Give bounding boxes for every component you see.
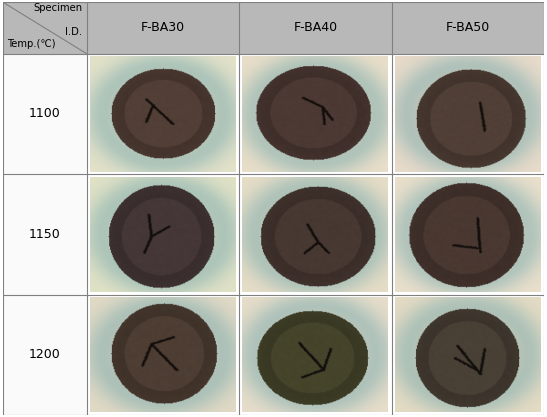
Text: F-BA30: F-BA30	[141, 21, 185, 34]
Text: Temp.(℃): Temp.(℃)	[7, 39, 56, 49]
Text: 1200: 1200	[29, 348, 61, 361]
Text: F-BA40: F-BA40	[293, 21, 337, 34]
Text: Specimen: Specimen	[33, 3, 83, 13]
Text: F-BA50: F-BA50	[446, 21, 490, 34]
Bar	[3, 2, 544, 54]
Text: 1100: 1100	[29, 108, 61, 121]
Text: 1150: 1150	[29, 228, 61, 241]
Text: I.D.: I.D.	[65, 27, 83, 37]
Bar	[3, 54, 86, 415]
